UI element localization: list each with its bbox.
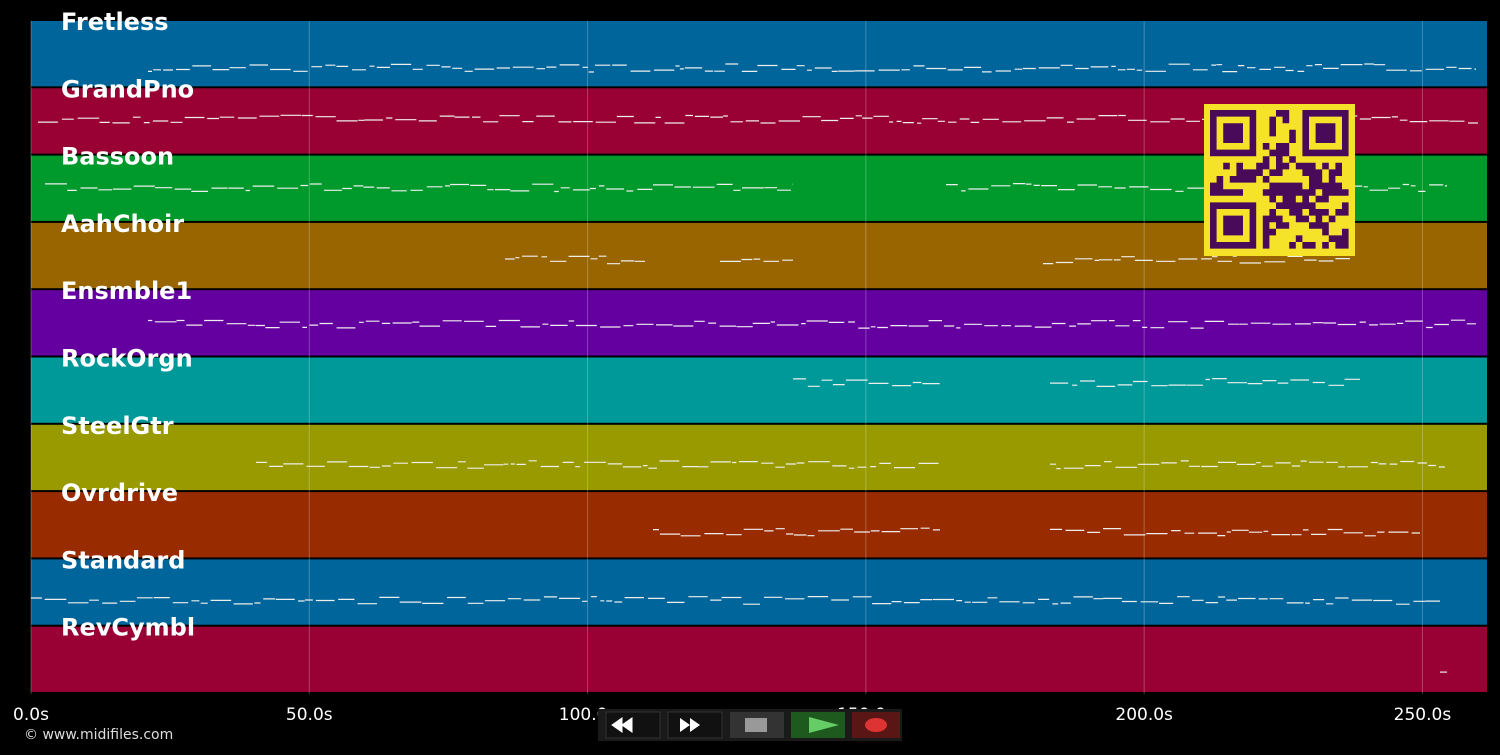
- play-button[interactable]: [791, 712, 845, 738]
- tick-label: 0.0s: [13, 705, 49, 725]
- track-name: AahChoir: [61, 210, 184, 238]
- stop-icon: [745, 718, 767, 732]
- forward-button[interactable]: [667, 711, 723, 739]
- track-name: SteelGtr: [61, 412, 174, 440]
- rewind-icon: [611, 717, 633, 733]
- track-band: [31, 424, 1487, 491]
- tick-label: 200.0s: [1115, 705, 1173, 725]
- note-texture: [148, 319, 1476, 329]
- note-texture: [793, 378, 1360, 387]
- record-button[interactable]: [852, 712, 900, 738]
- track-labels: Fretless GrandPno Bassoon AahChoir Ensmble1 R…: [61, 8, 195, 642]
- record-icon: [865, 718, 887, 732]
- stop-button[interactable]: [730, 712, 784, 738]
- copyright: © www.midifiles.com: [24, 727, 173, 743]
- track-band: [31, 357, 1487, 423]
- note-texture: [505, 255, 1350, 265]
- tick-label: 250.0s: [1394, 705, 1452, 725]
- forward-icon: [680, 718, 700, 732]
- play-icon: [809, 717, 839, 733]
- track-name: Ovrdrive: [61, 479, 178, 507]
- grid: [30, 21, 1423, 694]
- track-name: RockOrgn: [61, 345, 193, 373]
- note-texture: [148, 63, 1476, 73]
- track-band: [31, 21, 1487, 87]
- track-name: RevCymbl: [61, 614, 195, 642]
- qr-code: [1204, 104, 1355, 256]
- track-band: [31, 559, 1487, 625]
- tick-label: 50.0s: [286, 705, 333, 725]
- track-name: Ensmble1: [61, 277, 192, 305]
- track-name: Bassoon: [61, 143, 174, 171]
- note-texture: [31, 596, 1440, 605]
- track-name: GrandPno: [61, 75, 194, 103]
- note-texture: [256, 460, 1445, 470]
- note-texture: [653, 527, 1420, 537]
- track-band: [31, 626, 1487, 692]
- transport-controls: [598, 709, 902, 741]
- qr-modules: [1210, 110, 1349, 249]
- track-name: Fretless: [61, 8, 169, 36]
- rewind-button[interactable]: [605, 711, 661, 739]
- track-name: Standard: [61, 546, 185, 574]
- track-band: [31, 492, 1487, 558]
